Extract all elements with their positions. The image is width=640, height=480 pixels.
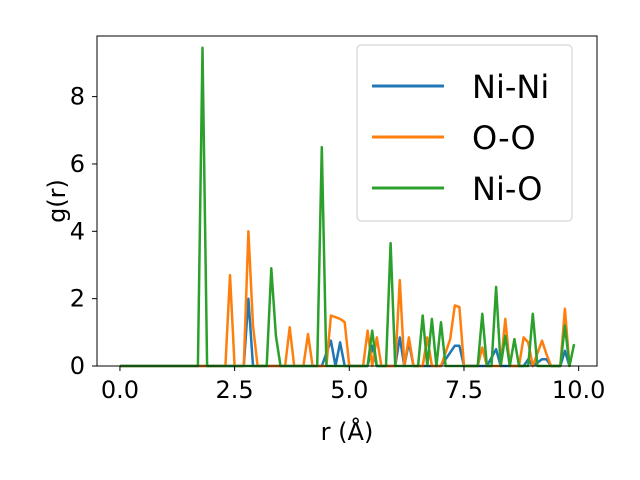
x-tick-label: 10.0 [552,376,605,404]
x-tick-label: 0.0 [101,376,139,404]
legend: Ni-Ni O-O Ni-O [356,44,573,222]
plot-frame [96,35,598,367]
series-line-o-o [119,230,571,368]
x-axis: 0.0 2.5 5.0 7.5 10.0 [101,366,605,404]
legend-label: O-O [472,119,536,157]
y-tick-label: 6 [70,150,85,178]
y-tick-label: 4 [70,217,85,245]
y-axis-label: g(r) [43,179,71,223]
x-axis-label: r (Å) [321,417,374,446]
legend-label: Ni-O [472,170,542,208]
x-tick-label: 2.5 [216,376,254,404]
y-tick-label: 0 [70,352,85,380]
y-axis: 0 2 4 6 8 [70,83,97,380]
legend-box [356,44,573,222]
x-tick-label: 5.0 [330,376,368,404]
x-tick-label: 7.5 [445,376,483,404]
legend-label: Ni-Ni [472,68,549,106]
y-tick-label: 8 [70,83,85,111]
y-tick-label: 2 [70,285,85,313]
